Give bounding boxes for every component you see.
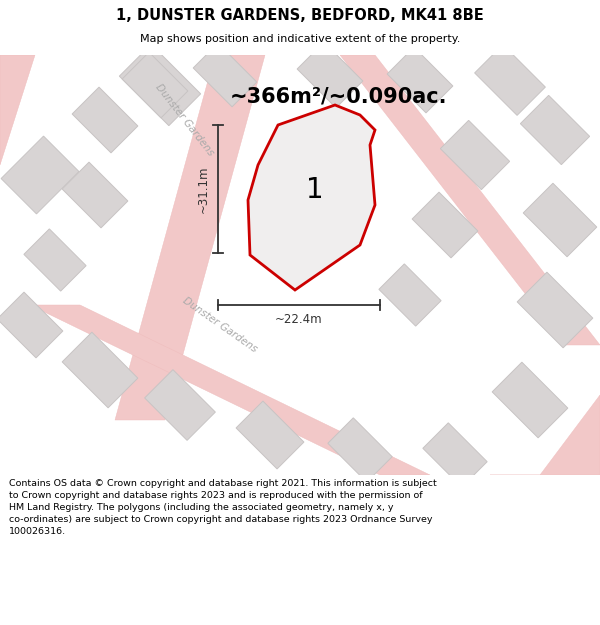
Polygon shape xyxy=(297,42,363,108)
Polygon shape xyxy=(492,362,568,438)
Polygon shape xyxy=(340,55,600,345)
Polygon shape xyxy=(387,47,453,113)
Polygon shape xyxy=(30,305,430,475)
Text: ~22.4m: ~22.4m xyxy=(275,313,323,326)
Text: 1, DUNSTER GARDENS, BEDFORD, MK41 8BE: 1, DUNSTER GARDENS, BEDFORD, MK41 8BE xyxy=(116,8,484,23)
Polygon shape xyxy=(248,105,375,290)
Text: Dunster Gardens: Dunster Gardens xyxy=(181,296,259,354)
Polygon shape xyxy=(236,401,304,469)
Text: Map shows position and indicative extent of the property.: Map shows position and indicative extent… xyxy=(140,34,460,44)
Text: ~366m²/~0.090ac.: ~366m²/~0.090ac. xyxy=(230,87,448,107)
Polygon shape xyxy=(193,43,257,107)
Text: 1: 1 xyxy=(306,176,324,204)
Polygon shape xyxy=(517,272,593,348)
Polygon shape xyxy=(1,136,79,214)
Polygon shape xyxy=(379,264,441,326)
Polygon shape xyxy=(0,292,63,358)
Polygon shape xyxy=(122,52,188,118)
Polygon shape xyxy=(62,332,138,408)
Polygon shape xyxy=(475,44,545,116)
Polygon shape xyxy=(440,121,509,189)
Polygon shape xyxy=(520,96,590,164)
Polygon shape xyxy=(24,229,86,291)
Text: ~31.1m: ~31.1m xyxy=(197,165,210,212)
Polygon shape xyxy=(0,55,35,165)
Polygon shape xyxy=(115,55,265,420)
Polygon shape xyxy=(490,395,600,475)
Polygon shape xyxy=(423,423,487,487)
Polygon shape xyxy=(119,44,200,126)
Polygon shape xyxy=(62,162,128,228)
Polygon shape xyxy=(72,87,138,153)
Text: Dunster Gardens: Dunster Gardens xyxy=(154,82,216,158)
Polygon shape xyxy=(523,183,597,257)
Polygon shape xyxy=(145,369,215,441)
Text: Contains OS data © Crown copyright and database right 2021. This information is : Contains OS data © Crown copyright and d… xyxy=(9,479,437,536)
Polygon shape xyxy=(412,192,478,258)
Polygon shape xyxy=(328,418,392,482)
